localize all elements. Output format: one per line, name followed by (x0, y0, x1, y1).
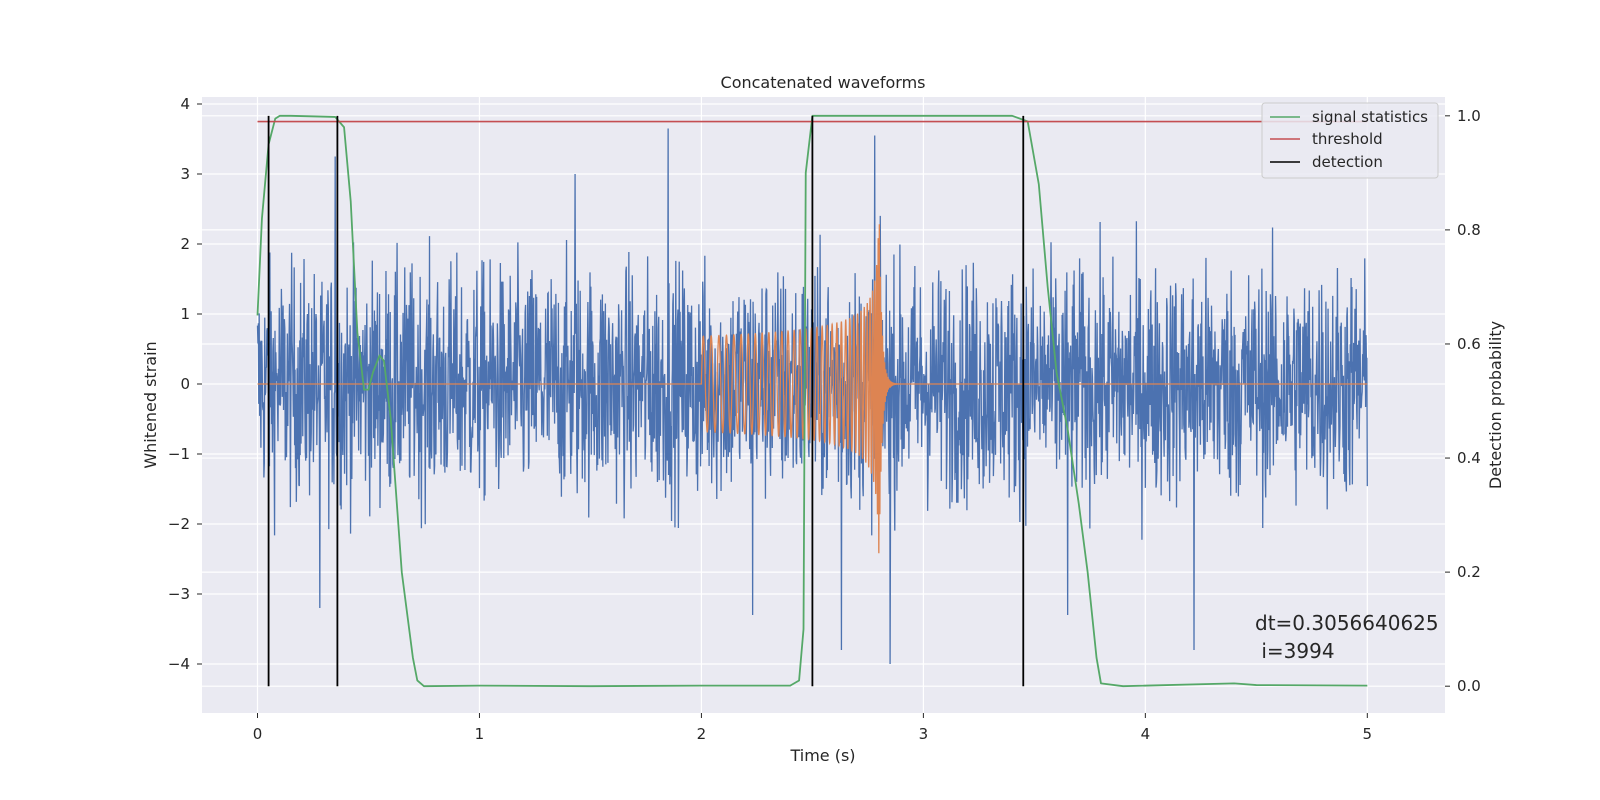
y2-tick-label-0.4: 0.4 (1457, 449, 1481, 467)
right-axis-series (256, 114, 1368, 688)
x-tick-label-3: 3 (919, 725, 929, 743)
y2-tick-label-1: 1.0 (1457, 107, 1481, 125)
legend-label-threshold: threshold (1312, 130, 1383, 148)
annotation-line-1: dt=0.3056640625 (1255, 611, 1439, 635)
y-axis-label: Whitened strain (141, 341, 160, 468)
legend: signal statistics threshold detection (1261, 102, 1439, 179)
x-tick-label-4: 4 (1141, 725, 1151, 743)
annotation-line-2: i=3994 (1255, 639, 1335, 663)
y2-axis-label: Detection probability (1486, 321, 1505, 489)
y-tick-label--1: −1 (168, 445, 190, 463)
chart-title: Concatenated waveforms (721, 73, 926, 92)
y-tick-label--2: −2 (168, 515, 190, 533)
y2-tick-label-0.8: 0.8 (1457, 221, 1481, 239)
y2-tick-label-0.2: 0.2 (1457, 563, 1481, 581)
y-tick-label-4: 4 (180, 95, 190, 113)
signal-statistics-line (256, 114, 1368, 688)
legend-box (1261, 102, 1439, 179)
y2-ticks: 0.0 0.2 0.4 0.6 0.8 1.0 (1445, 107, 1481, 695)
annotation: dt=0.3056640625 i=3994 (1255, 611, 1439, 663)
y-tick-label--3: −3 (168, 585, 190, 603)
y-tick-label-1: 1 (180, 305, 190, 323)
y-tick-label--4: −4 (168, 655, 190, 673)
legend-label-detection: detection (1312, 153, 1383, 171)
x-axis-label: Time (s) (789, 746, 855, 765)
chirp-series (257, 224, 1368, 554)
y-tick-label-0: 0 (180, 375, 190, 393)
x-tick-label-1: 1 (475, 725, 485, 743)
chirp-line (257, 224, 1368, 554)
y2-tick-label-0.6: 0.6 (1457, 335, 1481, 353)
y-tick-label-3: 3 (180, 165, 190, 183)
x-ticks: 0 1 2 3 4 5 (253, 713, 1372, 743)
x-tick-label-5: 5 (1363, 725, 1373, 743)
y-tick-label-2: 2 (180, 235, 190, 253)
x-tick-label-0: 0 (253, 725, 263, 743)
y2-tick-label-0: 0.0 (1457, 677, 1481, 695)
x-tick-label-2: 2 (697, 725, 707, 743)
legend-label-signal: signal statistics (1312, 108, 1428, 126)
y-ticks: −4 −3 −2 −1 0 1 2 3 4 (168, 95, 202, 673)
